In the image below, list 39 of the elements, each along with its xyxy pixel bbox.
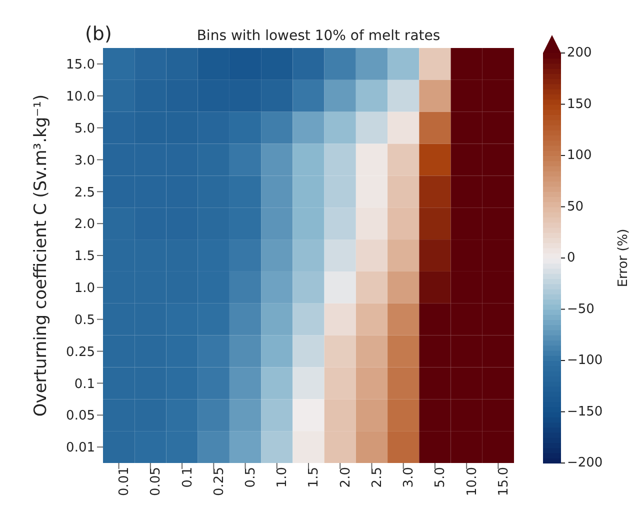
color-bar-label: 100 xyxy=(567,148,592,163)
color-bar-label: −200 xyxy=(567,456,603,470)
y-tick-label: 2.0 xyxy=(74,217,95,232)
x-tick-label: 0.1 xyxy=(180,467,196,488)
x-tick-label: 2.0 xyxy=(338,467,354,488)
x-tick-label: 0.01 xyxy=(117,467,132,496)
y-tick-label: 10.0 xyxy=(66,90,95,104)
color-bar-label: 50 xyxy=(567,199,584,214)
y-tick-label: 0.01 xyxy=(66,440,95,456)
y-tick-label: 0.25 xyxy=(66,344,95,360)
color-bar-label: −150 xyxy=(567,404,603,420)
color-bar-label: −100 xyxy=(567,353,603,368)
x-tick-label: 3.0 xyxy=(402,467,417,488)
y-tick-label: 3.0 xyxy=(74,153,95,168)
y-tick-label: 2.5 xyxy=(74,185,95,200)
x-tick-label: 5.0 xyxy=(433,467,448,488)
x-tick-label: 0.25 xyxy=(212,467,227,496)
x-tick-label: 1.0 xyxy=(275,467,290,488)
color-bar-label: −50 xyxy=(567,302,594,317)
y-tick-label: 1.0 xyxy=(74,281,95,296)
x-tick-label: 0.05 xyxy=(148,467,164,496)
y-tick-label: 5.0 xyxy=(74,121,95,136)
y-tick-label: 0.5 xyxy=(74,312,95,328)
y-tick-label: 15.0 xyxy=(66,58,95,73)
y-tick-label: 0.05 xyxy=(66,408,95,424)
x-tick-label: 15.0 xyxy=(496,467,512,496)
y-tick-label: 1.5 xyxy=(74,249,95,264)
x-tick-label: 0.5 xyxy=(244,467,258,488)
y-axis-title: Overturning coefficient C (Sv.m³.kg⁻¹) xyxy=(31,94,52,417)
y-tick-label: 0.1 xyxy=(74,376,95,392)
x-tick-label: 1.5 xyxy=(306,467,322,488)
x-tick-label: 2.5 xyxy=(370,467,385,488)
color-bar-title: Error (%) xyxy=(616,228,631,288)
color-bar-label: 150 xyxy=(567,96,592,112)
color-bar-label: 0 xyxy=(567,250,576,266)
x-tick-label: 10.0 xyxy=(464,467,480,496)
text: (b) xyxy=(85,23,112,45)
color-bar-label: 200 xyxy=(567,46,592,60)
chart-title: Bins with lowest 10% of melt rates xyxy=(196,28,440,44)
